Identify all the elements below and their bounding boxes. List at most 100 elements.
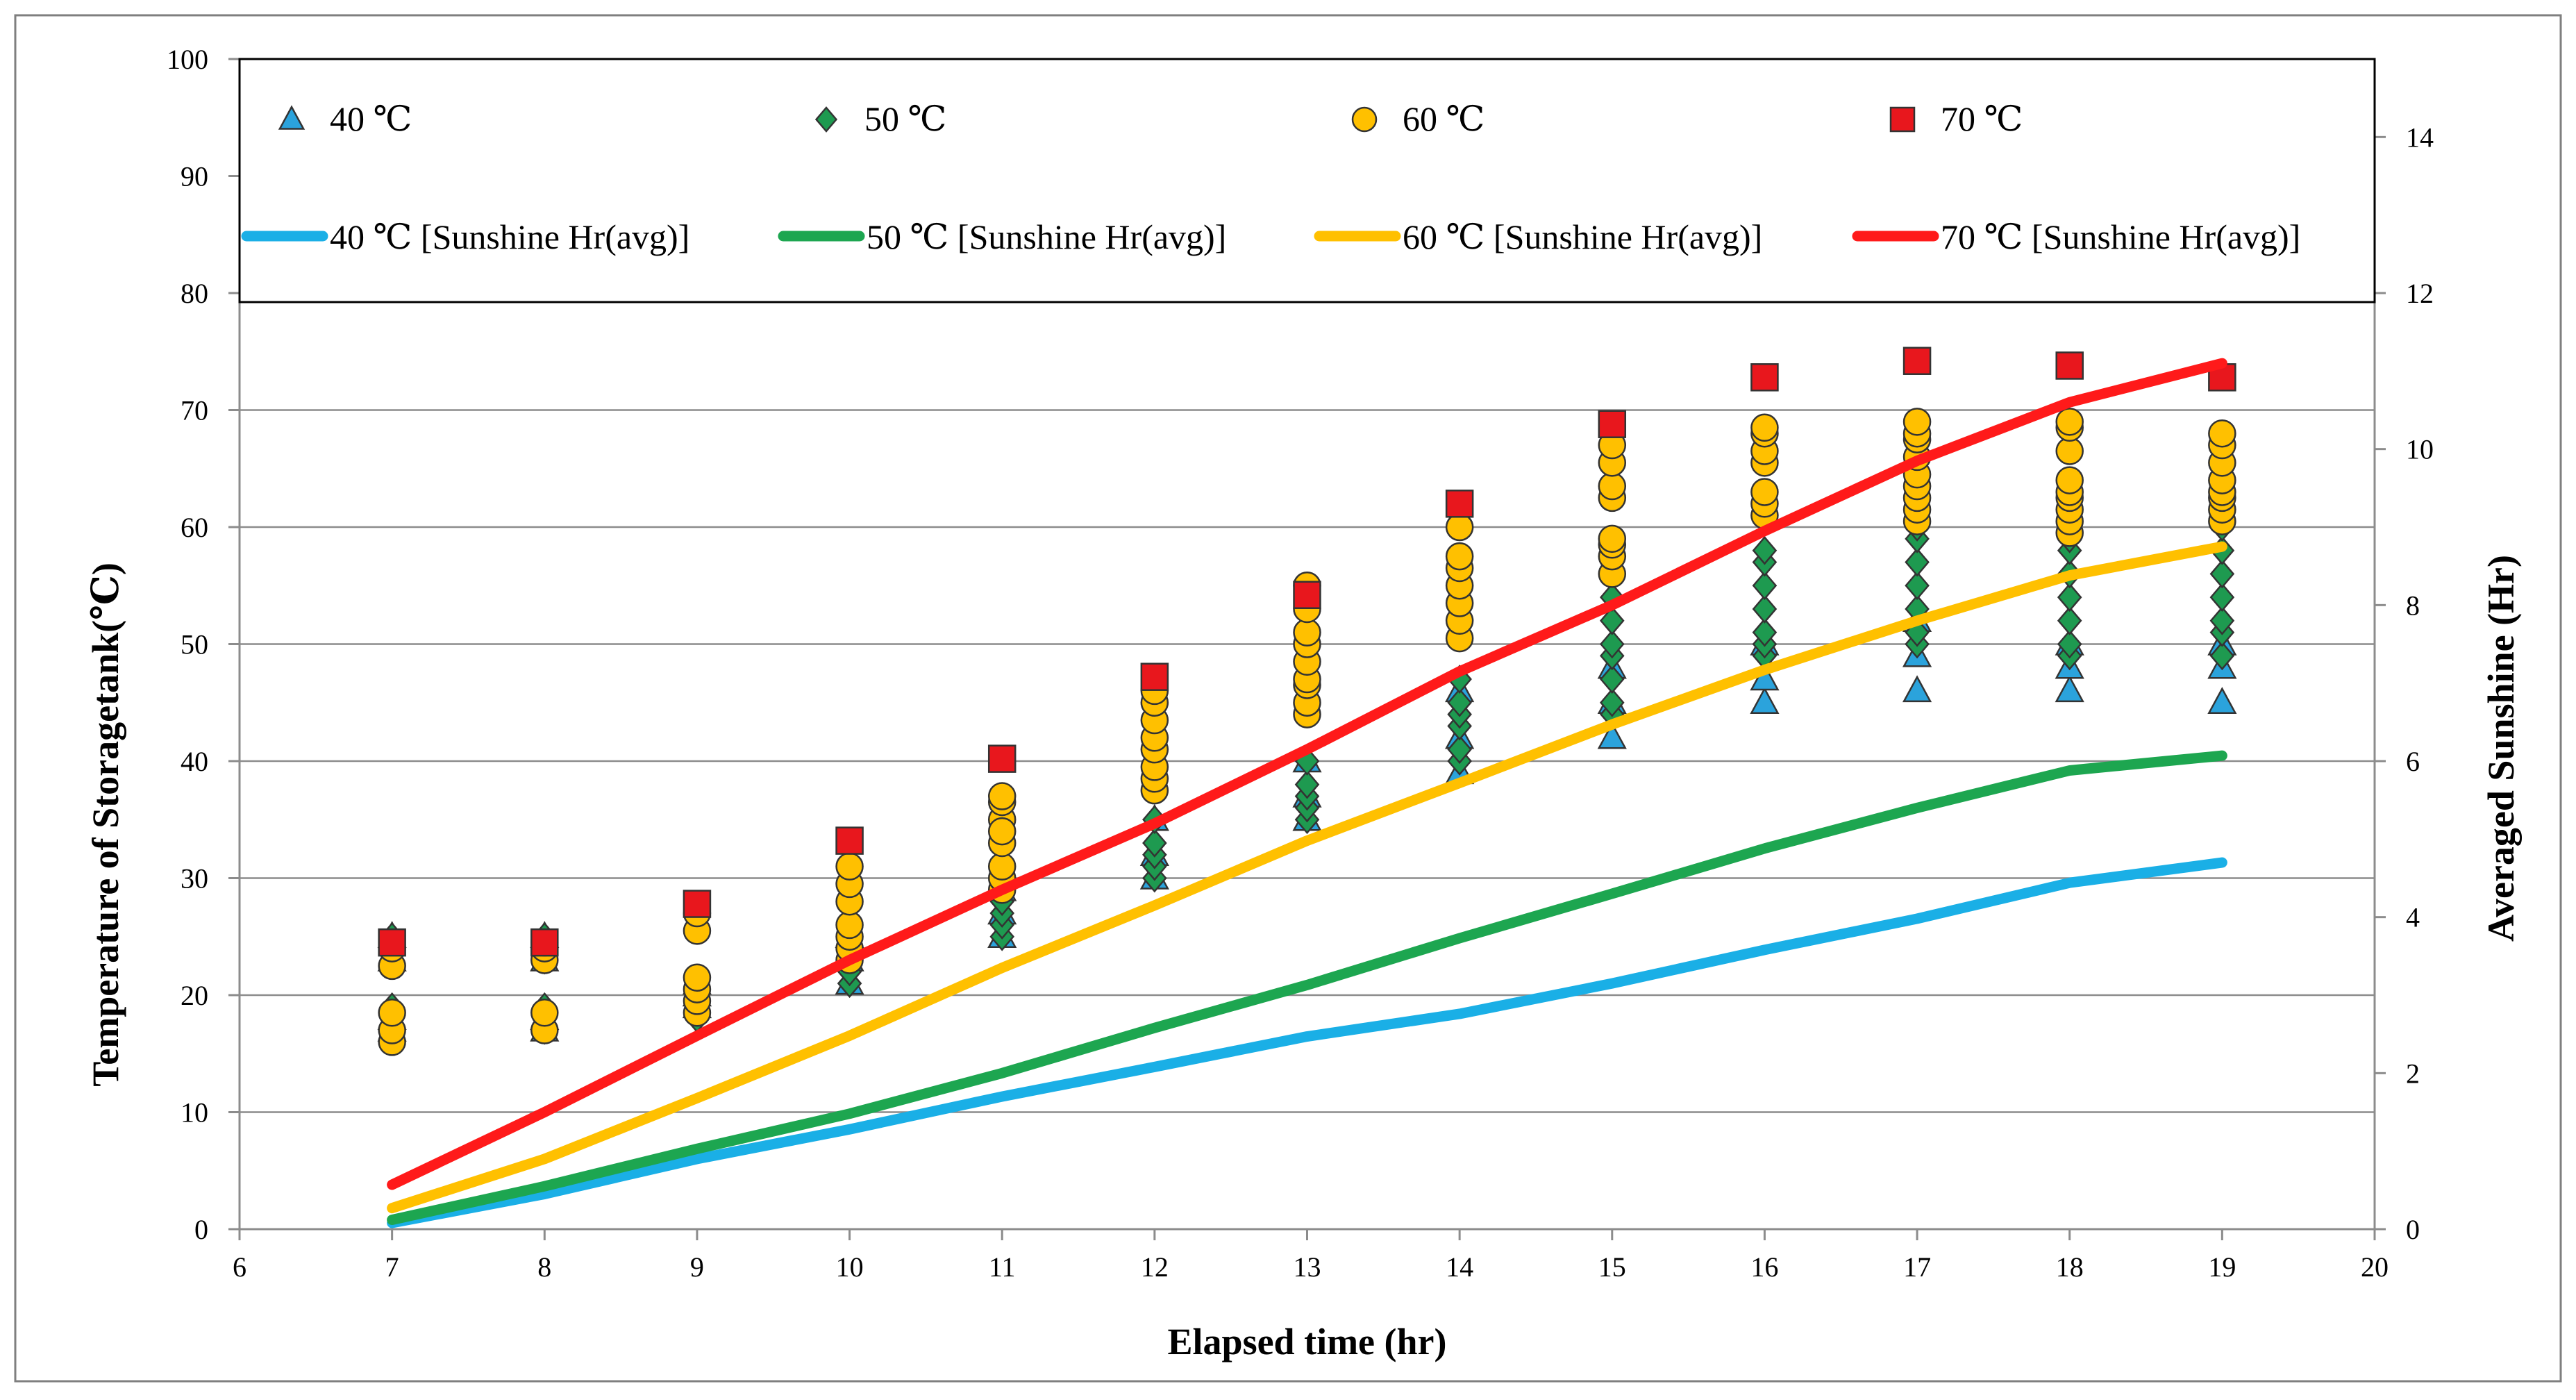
y-axis-left: 0 10 20 30 40 50 60 70 80 90 100 (167, 44, 240, 1245)
y2-tick-label: 2 (2406, 1058, 2420, 1089)
y-tick-label: 0 (194, 1214, 208, 1245)
data-point (2209, 606, 2235, 635)
legend-marker (1351, 106, 1378, 133)
y-tick-label: 70 (181, 395, 208, 426)
y2-tick-label: 8 (2406, 590, 2420, 621)
data-point (1599, 665, 1625, 694)
x-axis: 6 7 8 9 10 11 12 13 14 15 16 17 18 19 20 (233, 1229, 2389, 1283)
y-tick-label: 40 (181, 746, 208, 777)
data-point (2057, 606, 2082, 635)
data-point (1902, 675, 1932, 703)
data-point (2055, 408, 2084, 436)
legend-marker (814, 106, 838, 133)
data-point (1752, 617, 1778, 647)
data-point (378, 928, 406, 957)
x-tick-label: 19 (2208, 1251, 2236, 1283)
y-tick-label: 10 (181, 1097, 208, 1128)
data-point (1752, 535, 1778, 565)
line-series-3 (387, 541, 2227, 1214)
y2-tick-label: 14 (2406, 122, 2434, 153)
x-tick-label: 13 (1294, 1251, 1321, 1283)
line-series-4 (387, 358, 2227, 1190)
y-tick-label: 30 (181, 863, 208, 894)
data-point (1902, 408, 1932, 436)
data-point (1905, 571, 1930, 601)
data-point (1905, 547, 1930, 577)
x-tick-label: 17 (1903, 1251, 1931, 1283)
data-point (378, 999, 406, 1027)
y-axis-right: 0 2 4 6 8 10 12 14 (2375, 122, 2434, 1245)
y-axis-title: Temperature of Storagetank(℃) (85, 562, 126, 1087)
y2-tick-label: 0 (2406, 1214, 2420, 1245)
data-point (1599, 606, 1625, 635)
legend-box (238, 58, 2376, 303)
data-point (530, 928, 559, 957)
x-tick-label: 9 (690, 1251, 704, 1283)
data-point (987, 852, 1017, 881)
data-point (2209, 559, 2235, 589)
data-point (1599, 688, 1625, 717)
data-point (2057, 583, 2082, 612)
legend-label: 50 ℃ [Sunshine Hr(avg)] (867, 217, 1226, 256)
data-point (987, 782, 1017, 810)
x-tick-label: 7 (385, 1251, 399, 1283)
legend-label: 50 ℃ (864, 99, 946, 138)
data-point (1598, 524, 1627, 553)
y-tick-label: 90 (181, 161, 208, 192)
line-series-2 (387, 750, 2227, 1226)
data-point (1750, 687, 1780, 714)
data-point (987, 817, 1017, 846)
data-point (2057, 629, 2082, 659)
data-point (1293, 581, 1321, 609)
x-tick-label: 16 (1750, 1251, 1778, 1283)
scatter-series-3 (378, 408, 2236, 1056)
legend-label: 40 ℃ (330, 99, 412, 138)
data-point (1750, 478, 1779, 506)
x-tick-label: 12 (1141, 1251, 1169, 1283)
data-point (1294, 769, 1320, 799)
data-point (2055, 466, 2084, 494)
data-point (835, 826, 864, 855)
y-tick-label: 100 (167, 44, 208, 75)
data-point (530, 999, 559, 1027)
data-point (1293, 618, 1321, 647)
data-point (1902, 347, 1932, 375)
data-point (2209, 583, 2235, 612)
data-point (1447, 735, 1472, 765)
legend-label: 60 ℃ (1403, 99, 1484, 138)
data-point (1752, 594, 1778, 624)
data-point (1445, 512, 1474, 542)
x-tick-label: 14 (1446, 1251, 1473, 1283)
legend-marker (1889, 106, 1916, 133)
y2-tick-label: 10 (2406, 434, 2434, 465)
data-point (835, 852, 864, 881)
data-point (2055, 351, 2084, 380)
x-tick-label: 20 (2361, 1251, 2389, 1283)
data-point (1142, 828, 1167, 858)
legend-label: 60 ℃ [Sunshine Hr(avg)] (1403, 217, 1762, 256)
data-point (2208, 419, 2236, 448)
line-series-1 (387, 857, 2227, 1228)
legend: 40 ℃ 50 ℃ 60 ℃ 70 ℃ 40 ℃ [Sunshine Hr(avg)] 5… (238, 58, 2376, 303)
data-point (1140, 662, 1169, 691)
x-tick-label: 6 (233, 1251, 246, 1283)
data-point (2055, 675, 2084, 703)
data-point (987, 744, 1017, 773)
y-tick-label: 60 (181, 512, 208, 543)
legend-marker (278, 105, 306, 130)
y2-tick-label: 4 (2406, 902, 2420, 933)
y-tick-label: 50 (181, 629, 208, 660)
data-point (1599, 629, 1625, 659)
data-point (1447, 688, 1472, 717)
data-point (835, 910, 864, 940)
data-point (1752, 571, 1778, 601)
x-tick-label: 11 (989, 1251, 1016, 1283)
x-tick-label: 8 (537, 1251, 551, 1283)
y2-axis-title: Averaged Sunshine (Hr) (2480, 555, 2522, 942)
data-point (683, 890, 712, 918)
data-point (1445, 542, 1474, 571)
y-tick-label: 20 (181, 980, 208, 1011)
legend-label: 70 ℃ (1941, 99, 2023, 138)
